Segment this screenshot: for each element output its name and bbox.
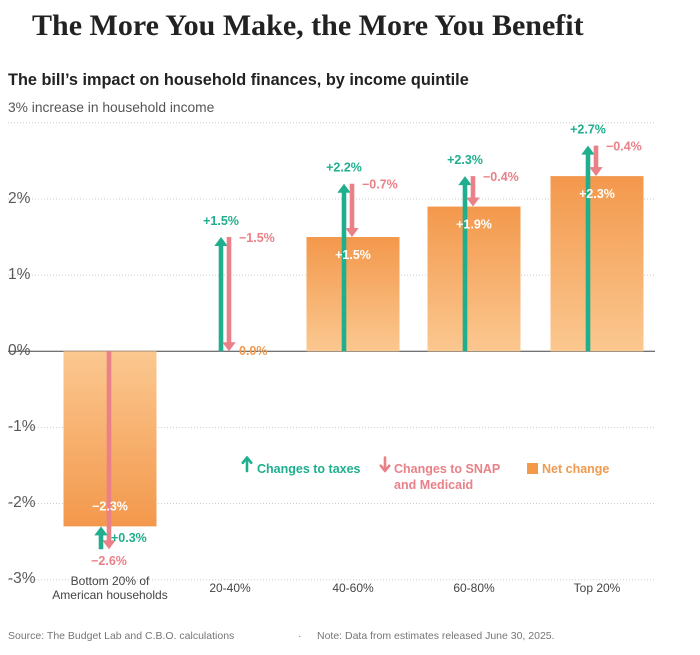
svg-text:+1.5%: +1.5% xyxy=(335,248,371,262)
svg-text:+2.3%: +2.3% xyxy=(579,187,615,201)
svg-text:−2.6%: −2.6% xyxy=(91,554,127,568)
svg-text:40-60%: 40-60% xyxy=(332,581,374,595)
svg-text:0.0%: 0.0% xyxy=(239,344,268,358)
svg-text:2%: 2% xyxy=(8,190,31,207)
svg-text:60-80%: 60-80% xyxy=(453,581,495,595)
svg-text:+1.9%: +1.9% xyxy=(456,218,492,232)
svg-text:Changes to taxes: Changes to taxes xyxy=(257,462,361,476)
svg-text:American households: American households xyxy=(52,588,167,602)
svg-text:+2.7%: +2.7% xyxy=(570,123,606,137)
svg-text:-2%: -2% xyxy=(8,494,36,511)
svg-text:Top 20%: Top 20% xyxy=(574,581,621,595)
svg-text:1%: 1% xyxy=(8,266,31,283)
svg-text:+1.5%: +1.5% xyxy=(203,214,239,228)
svg-text:·: · xyxy=(298,630,302,642)
svg-text:Note: Data from estimates rele: Note: Data from estimates released June … xyxy=(317,630,555,642)
svg-text:+2.3%: +2.3% xyxy=(447,153,483,167)
svg-text:and Medicaid: and Medicaid xyxy=(394,478,473,492)
svg-text:-3%: -3% xyxy=(8,570,36,587)
svg-text:Changes to SNAP: Changes to SNAP xyxy=(394,462,500,476)
svg-text:−0.4%: −0.4% xyxy=(606,140,642,154)
svg-text:−0.7%: −0.7% xyxy=(362,178,398,192)
svg-text:Bottom 20% of: Bottom 20% of xyxy=(71,574,150,588)
svg-text:Source: The Budget Lab and C.B: Source: The Budget Lab and C.B.O. calcul… xyxy=(8,630,234,642)
svg-text:+2.2%: +2.2% xyxy=(326,161,362,175)
svg-text:Net change: Net change xyxy=(542,462,609,476)
svg-text:−0.4%: −0.4% xyxy=(483,170,519,184)
svg-text:20-40%: 20-40% xyxy=(209,581,251,595)
svg-text:+0.3%: +0.3% xyxy=(111,531,147,545)
svg-text:0%: 0% xyxy=(8,342,31,359)
svg-text:−2.3%: −2.3% xyxy=(92,499,128,513)
svg-text:−1.5%: −1.5% xyxy=(239,231,275,245)
svg-text:-1%: -1% xyxy=(8,418,36,435)
